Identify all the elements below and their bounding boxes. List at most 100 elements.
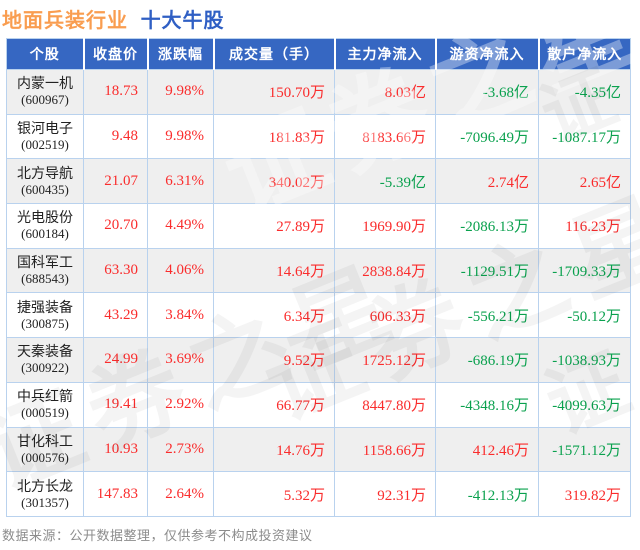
- table-row: 捷强装备 (300875) 43.29 3.84% 6.34万 606.33万 …: [6, 292, 631, 339]
- table-header-row: 个股 收盘价 涨跌幅 成交量（手） 主力净流入 游资净流入 散户净流入: [6, 38, 631, 70]
- title-suffix: 十大牛股: [140, 10, 225, 32]
- stock-code: (000519): [21, 405, 69, 421]
- volume: 14.64万: [213, 247, 335, 294]
- stock-code: (301357): [21, 494, 69, 510]
- stock-name: 甘化科工: [17, 432, 73, 449]
- retail-inflow: -1709.33万: [538, 247, 631, 294]
- table-row: 天秦装备 (300922) 24.99 3.69% 9.52万 1725.12万…: [6, 337, 631, 383]
- stock-code: (300875): [21, 315, 69, 331]
- table-row: 中兵红箭 (000519) 19.41 2.92% 66.77万 8447.80…: [6, 381, 631, 428]
- change-pct: 4.06%: [147, 247, 214, 294]
- volume: 9.52万: [213, 337, 335, 383]
- volume: 150.70万: [213, 69, 335, 115]
- main-inflow: -5.39亿: [334, 158, 436, 205]
- close-price: 24.99: [83, 337, 148, 383]
- stock-cell: 北方长龙 (301357): [6, 471, 84, 517]
- close-price: 147.83: [83, 471, 148, 517]
- stock-code: (600184): [21, 226, 69, 242]
- main-inflow: 1969.90万: [334, 203, 436, 249]
- table-row: 光电股份 (600184) 20.70 4.49% 27.89万 1969.90…: [6, 203, 631, 249]
- stock-table: 个股 收盘价 涨跌幅 成交量（手） 主力净流入 游资净流入 散户净流入 内蒙一机…: [6, 38, 631, 517]
- retail-inflow: -1571.12万: [538, 426, 631, 473]
- title-industry: 地面兵装行业: [2, 10, 128, 32]
- stock-name: 中兵红箭: [17, 388, 73, 405]
- col-header-close: 收盘价: [83, 38, 149, 70]
- retail-inflow: 2.65亿: [538, 158, 631, 205]
- close-price: 10.93: [83, 426, 148, 473]
- change-pct: 2.73%: [147, 426, 214, 473]
- close-price: 63.30: [83, 247, 148, 294]
- change-pct: 4.49%: [147, 203, 214, 249]
- stock-code: (000576): [21, 449, 69, 465]
- hot-money-inflow: 412.46万: [435, 426, 539, 473]
- main-inflow: 8183.66万: [334, 113, 436, 160]
- retail-inflow: 319.82万: [538, 471, 631, 517]
- stock-name: 天秦装备: [17, 343, 73, 360]
- main-inflow: 8.03亿: [334, 69, 436, 115]
- main-inflow: 2838.84万: [334, 247, 436, 294]
- hot-money-inflow: -1129.51万: [435, 247, 539, 294]
- stock-code: (002519): [21, 137, 69, 153]
- col-header-stock: 个股: [6, 38, 85, 70]
- change-pct: 3.84%: [147, 292, 214, 339]
- col-header-retail-inflow: 散户净流入: [538, 38, 631, 70]
- table-row: 北方导航 (600435) 21.07 6.31% 340.02万 -5.39亿…: [6, 158, 631, 205]
- stock-cell: 光电股份 (600184): [6, 203, 84, 249]
- stock-code: (600435): [21, 181, 69, 197]
- hot-money-inflow: -556.21万: [435, 292, 539, 339]
- col-header-volume: 成交量（手）: [213, 38, 336, 70]
- volume: 6.34万: [213, 292, 335, 339]
- stock-name: 国科军工: [17, 254, 73, 271]
- footer-note: 数据来源：公开数据整理，仅供参考不构成投资建议: [2, 528, 313, 543]
- stock-name: 北方导航: [17, 164, 73, 181]
- retail-inflow: -4099.63万: [538, 381, 631, 428]
- retail-inflow: 116.23万: [538, 203, 631, 249]
- retail-inflow: -4.35亿: [538, 69, 631, 115]
- retail-inflow: -1087.17万: [538, 113, 631, 160]
- hot-money-inflow: -686.19万: [435, 337, 539, 383]
- stock-name: 内蒙一机: [17, 75, 73, 92]
- col-header-change: 涨跌幅: [147, 38, 215, 70]
- hot-money-inflow: -3.68亿: [435, 69, 539, 115]
- stock-name: 银河电子: [17, 120, 73, 137]
- stock-cell: 内蒙一机 (600967): [6, 69, 84, 115]
- change-pct: 3.69%: [147, 337, 214, 383]
- change-pct: 9.98%: [147, 69, 214, 115]
- close-price: 20.70: [83, 203, 148, 249]
- page-title: 地面兵装行业 十大牛股: [2, 4, 225, 33]
- hot-money-inflow: 2.74亿: [435, 158, 539, 205]
- main-inflow: 606.33万: [334, 292, 436, 339]
- volume: 5.32万: [213, 471, 335, 517]
- hot-money-inflow: -4348.16万: [435, 381, 539, 428]
- change-pct: 9.98%: [147, 113, 214, 160]
- change-pct: 2.64%: [147, 471, 214, 517]
- hot-money-inflow: -2086.13万: [435, 203, 539, 249]
- table-row: 甘化科工 (000576) 10.93 2.73% 14.76万 1158.66…: [6, 426, 631, 473]
- stock-cell: 银河电子 (002519): [6, 113, 84, 160]
- stock-name: 光电股份: [17, 209, 73, 226]
- volume: 66.77万: [213, 381, 335, 428]
- volume: 181.83万: [213, 113, 335, 160]
- stock-cell: 捷强装备 (300875): [6, 292, 84, 339]
- stock-cell: 甘化科工 (000576): [6, 426, 84, 473]
- close-price: 43.29: [83, 292, 148, 339]
- change-pct: 6.31%: [147, 158, 214, 205]
- stock-cell: 天秦装备 (300922): [6, 337, 84, 383]
- volume: 27.89万: [213, 203, 335, 249]
- table-row: 银河电子 (002519) 9.48 9.98% 181.83万 8183.66…: [6, 113, 631, 160]
- stock-code: (688543): [21, 271, 69, 287]
- volume: 340.02万: [213, 158, 335, 205]
- stock-cell: 中兵红箭 (000519): [6, 381, 84, 428]
- close-price: 19.41: [83, 381, 148, 428]
- table-row: 国科军工 (688543) 63.30 4.06% 14.64万 2838.84…: [6, 247, 631, 294]
- table-body: 内蒙一机 (600967) 18.73 9.98% 150.70万 8.03亿 …: [6, 69, 631, 517]
- stock-name: 捷强装备: [17, 298, 73, 315]
- stock-cell: 北方导航 (600435): [6, 158, 84, 205]
- main-inflow: 92.31万: [334, 471, 436, 517]
- col-header-main-inflow: 主力净流入: [334, 38, 437, 70]
- table-row: 内蒙一机 (600967) 18.73 9.98% 150.70万 8.03亿 …: [6, 69, 631, 115]
- close-price: 21.07: [83, 158, 148, 205]
- main-inflow: 1725.12万: [334, 337, 436, 383]
- stock-name: 北方长龙: [17, 477, 73, 494]
- close-price: 9.48: [83, 113, 148, 160]
